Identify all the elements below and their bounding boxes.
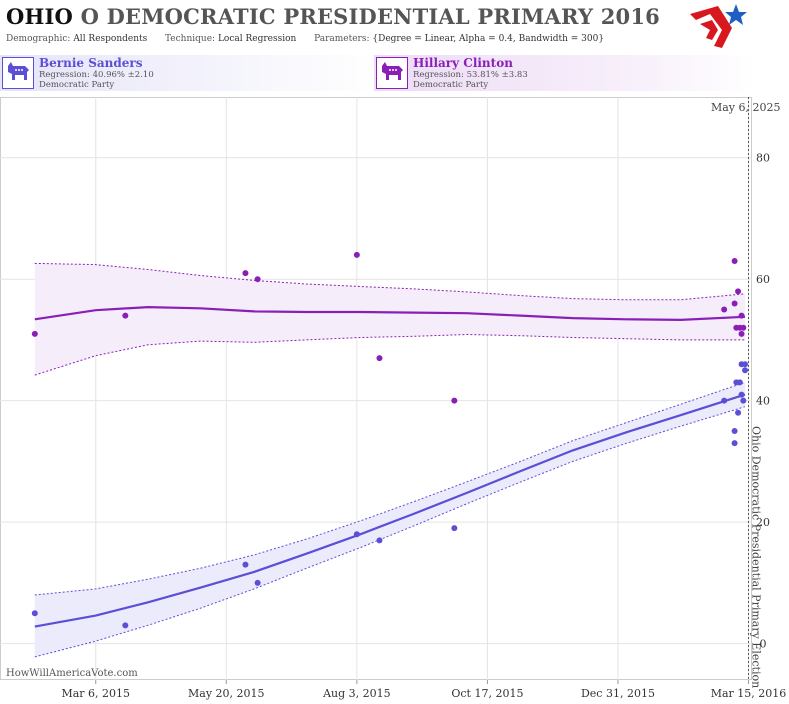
data-point xyxy=(353,531,360,538)
data-point xyxy=(731,257,738,264)
candidate-regression: Regression: 53.81% ±3.83 xyxy=(413,70,528,80)
data-point xyxy=(738,330,745,337)
watermark: HowWillAmericaVote.com xyxy=(6,668,138,679)
x-tick-label: Mar 15, 2016 xyxy=(711,687,787,700)
data-point xyxy=(738,312,745,319)
data-point xyxy=(122,622,129,629)
data-point xyxy=(242,561,249,568)
data-point xyxy=(742,361,749,368)
demographic-label: Demographic: xyxy=(6,34,71,44)
technique-value: Local Regression xyxy=(217,34,297,44)
x-tick-label: Aug 3, 2015 xyxy=(322,687,391,700)
x-tick-label: Mar 6, 2015 xyxy=(61,687,130,700)
data-point xyxy=(376,355,383,362)
page-title: OHIO O DEMOCRATIC PRESIDENTIAL PRIMARY 2… xyxy=(6,4,660,29)
upper-bound-line xyxy=(34,381,746,596)
trend-line xyxy=(34,306,746,321)
plot-area xyxy=(0,97,752,680)
y-tick-label: 0 xyxy=(760,638,767,651)
data-point xyxy=(731,300,738,307)
data-point xyxy=(451,525,458,532)
data-point xyxy=(451,397,458,404)
data-point xyxy=(731,428,738,435)
data-point xyxy=(742,367,749,374)
candidate-hillary-clinton[interactable]: Hillary Clinton Regression: 53.81% ±3.83… xyxy=(374,55,754,91)
lower-bound-line xyxy=(34,333,745,376)
y-tick-label: 40 xyxy=(756,395,770,408)
data-point xyxy=(721,306,728,313)
data-point xyxy=(738,391,745,398)
data-point xyxy=(721,397,728,404)
parameters-value: {Degree = Linear, Alpha = 0.4, Bandwidth… xyxy=(372,34,605,44)
data-point xyxy=(376,537,383,544)
candidate-party: Democratic Party xyxy=(39,80,115,90)
data-point xyxy=(31,610,38,617)
parameters-label: Parameters: xyxy=(314,34,370,44)
democrat-donkey-icon xyxy=(376,57,408,89)
candidate-bernie-sanders[interactable]: Bernie Sanders Regression: 40.96% ±2.10 … xyxy=(0,55,380,91)
confidence-band xyxy=(34,263,746,376)
candidate-party: Democratic Party xyxy=(413,80,489,90)
x-tick-label: Dec 31, 2015 xyxy=(581,687,655,700)
flag-star-logo[interactable] xyxy=(688,2,748,50)
y-tick-label: 60 xyxy=(756,273,770,286)
technique-label: Technique: xyxy=(165,34,216,44)
data-point xyxy=(736,379,743,386)
trend-line xyxy=(34,393,746,628)
data-point xyxy=(731,440,738,447)
title-state: OHIO xyxy=(6,4,74,29)
data-point xyxy=(735,409,742,416)
data-point xyxy=(122,312,129,319)
data-point xyxy=(735,288,742,295)
lower-bound-line xyxy=(34,406,746,658)
title-rest: O DEMOCRATIC PRESIDENTIAL PRIMARY 2016 xyxy=(80,4,660,29)
parameters-line: Demographic: All Respondents Technique: … xyxy=(6,34,604,44)
data-point xyxy=(31,330,38,337)
candidate-regression: Regression: 40.96% ±2.10 xyxy=(39,70,154,80)
democrat-donkey-icon xyxy=(2,57,34,89)
data-point xyxy=(353,251,360,258)
current-date-label: May 6, 2025 xyxy=(711,101,781,114)
y-tick-label: 20 xyxy=(756,516,770,529)
data-point xyxy=(242,270,249,277)
y-tick-label: 80 xyxy=(756,152,770,165)
data-point xyxy=(740,324,747,331)
upper-bound-line xyxy=(34,262,746,301)
data-point xyxy=(254,276,261,283)
election-day-label: Ohio Democratic Presidential Primary Ele… xyxy=(750,426,763,688)
candidate-name: Bernie Sanders xyxy=(39,56,143,70)
x-tick-label: May 20, 2015 xyxy=(188,687,265,700)
candidate-name: Hillary Clinton xyxy=(413,56,513,70)
demographic-value: All Respondents xyxy=(73,34,148,44)
data-point xyxy=(740,397,747,404)
data-point xyxy=(254,579,261,586)
x-tick-label: Oct 17, 2015 xyxy=(451,687,523,700)
confidence-band xyxy=(34,382,746,657)
